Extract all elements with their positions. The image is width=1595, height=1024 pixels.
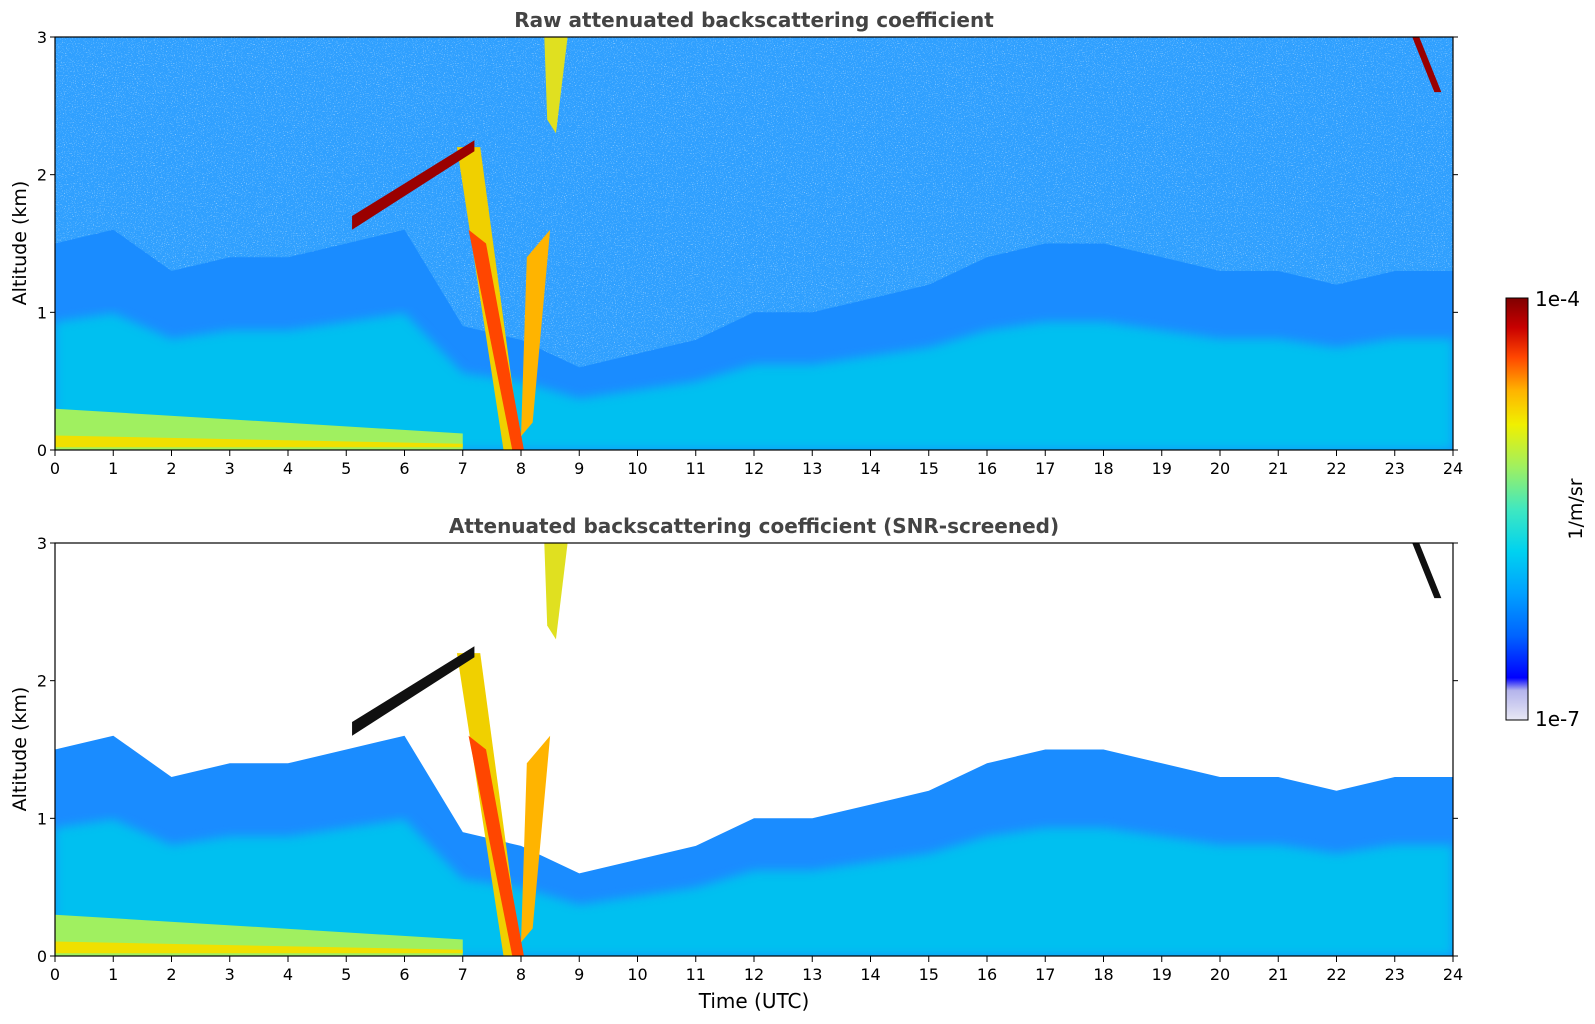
x-tick-label: 24	[1443, 459, 1463, 478]
x-tick-label: 24	[1443, 965, 1463, 984]
x-tick-label: 21	[1268, 459, 1288, 478]
screened-panel-title: Attenuated backscattering coefficient (S…	[449, 514, 1059, 538]
screened-backscatter-panel: 0 1 2 3 4 5 6 7 8 9 10 11 12 13 14 15 16 17 18 19 20 21 22 23 24…	[9, 514, 1463, 1013]
x-tick-label: 6	[399, 459, 409, 478]
x-tick-label: 4	[283, 459, 293, 478]
x-tick-label: 9	[574, 965, 584, 984]
x-tick-label: 9	[574, 459, 584, 478]
x-tick-label: 3	[225, 965, 235, 984]
x-tick-label: 1	[108, 965, 118, 984]
x-tick-label: 10	[627, 459, 647, 478]
x-tick-label: 3	[225, 459, 235, 478]
y-tick-label: 0	[37, 441, 47, 460]
x-tick-label: 22	[1326, 965, 1346, 984]
raw-high-cloud	[1412, 37, 1442, 93]
x-tick-label: 5	[341, 459, 351, 478]
x-tick-label: 16	[977, 965, 997, 984]
x-tick-label: 13	[802, 965, 822, 984]
x-tick-label: 20	[1210, 459, 1230, 478]
x-tick-label: 19	[1152, 459, 1172, 478]
y-tick-label: 2	[37, 166, 47, 185]
x-tick-label: 23	[1385, 459, 1405, 478]
y-tick-label: 3	[37, 534, 47, 553]
y-tick-label: 2	[37, 672, 47, 691]
x-tick-label: 2	[166, 965, 176, 984]
x-tick-label: 18	[1093, 459, 1113, 478]
x-tick-label: 14	[860, 459, 880, 478]
y-tick-label: 1	[37, 303, 47, 322]
screened-backscatter-heatmap	[55, 543, 1453, 956]
y-tick-label: 1	[37, 809, 47, 828]
x-tick-label: 17	[1035, 965, 1055, 984]
colorbar-unit-label: 1/m/sr	[1565, 478, 1587, 539]
x-tick-label: 0	[50, 965, 60, 984]
x-tick-label: 15	[919, 459, 939, 478]
x-tick-label: 6	[399, 965, 409, 984]
x-tick-label: 20	[1210, 965, 1230, 984]
x-tick-label: 7	[458, 965, 468, 984]
colorbar: 1e-4 1e-7 1/m/sr	[1505, 287, 1587, 731]
x-tick-label: 10	[627, 965, 647, 984]
y-tick-label: 0	[37, 947, 47, 966]
raw-boundary-layer-core	[55, 313, 1453, 450]
x-tick-label: 4	[283, 965, 293, 984]
x-tick-label: 1	[108, 459, 118, 478]
x-tick-label: 2	[166, 459, 176, 478]
screened-high-cloud	[1412, 543, 1442, 599]
raw-precipitation-core	[468, 229, 524, 450]
x-tick-label: 18	[1093, 965, 1113, 984]
screened-panel-y-ticks: 0 1 2 3	[37, 534, 1458, 966]
y-tick-label: 3	[37, 28, 47, 47]
screened-boundary-layer-core	[55, 819, 1453, 956]
screened-panel-x-ticks: 0 1 2 3 4 5 6 7 8 9 10 11 12 13 14 15 16 17 18 19 20 21 22 23 24	[50, 956, 1463, 984]
raw-fallstreak	[544, 37, 568, 134]
x-tick-label: 5	[341, 965, 351, 984]
raw-panel-y-ticks: 0 1 2 3	[37, 28, 1458, 460]
raw-panel-x-ticks: 0 1 2 3 4 5 6 7 8 9 10 11 12 13 14 15 16 17 18 19 20 21 22 23 24	[50, 450, 1463, 478]
x-tick-label: 19	[1152, 965, 1172, 984]
x-tick-label: 23	[1385, 965, 1405, 984]
colorbar-max-label: 1e-4	[1535, 287, 1580, 311]
screened-fallstreak	[544, 543, 568, 640]
colorbar-min-label: 1e-7	[1535, 707, 1580, 731]
raw-panel-title: Raw attenuated backscattering coefficien…	[514, 8, 994, 32]
screened-panel-y-label: Altitude (km)	[9, 687, 31, 812]
colorbar-gradient	[1505, 297, 1529, 721]
x-tick-label: 14	[860, 965, 880, 984]
raw-backscatter-panel: 0 1 2 3 4 5 6 7 8 9 10 11 12 13 14 15 16 17 18 19 20 21 22 23 24…	[9, 8, 1463, 478]
x-tick-label: 11	[686, 965, 706, 984]
x-tick-label: 11	[686, 459, 706, 478]
screened-surface-aerosol-core	[55, 941, 463, 954]
raw-surface-aerosol-core	[55, 435, 463, 448]
screened-precipitation-secondary	[521, 735, 551, 943]
x-tick-label: 13	[802, 459, 822, 478]
raw-precipitation-secondary	[521, 229, 551, 437]
x-tick-label: 16	[977, 459, 997, 478]
x-tick-label: 15	[919, 965, 939, 984]
raw-panel-y-label: Altitude (km)	[9, 181, 31, 306]
x-tick-label: 17	[1035, 459, 1055, 478]
screened-precipitation-core	[468, 735, 524, 956]
x-tick-label: 12	[744, 965, 764, 984]
x-tick-label: 21	[1268, 965, 1288, 984]
x-tick-label: 22	[1326, 459, 1346, 478]
raw-backscatter-heatmap	[55, 37, 1453, 450]
time-axis-label: Time (UTC)	[698, 989, 810, 1013]
raw-elevated-cloud	[352, 140, 475, 230]
x-tick-label: 12	[744, 459, 764, 478]
screened-elevated-cloud	[352, 646, 475, 736]
x-tick-label: 8	[516, 459, 526, 478]
x-tick-label: 8	[516, 965, 526, 984]
x-tick-label: 0	[50, 459, 60, 478]
x-tick-label: 7	[458, 459, 468, 478]
